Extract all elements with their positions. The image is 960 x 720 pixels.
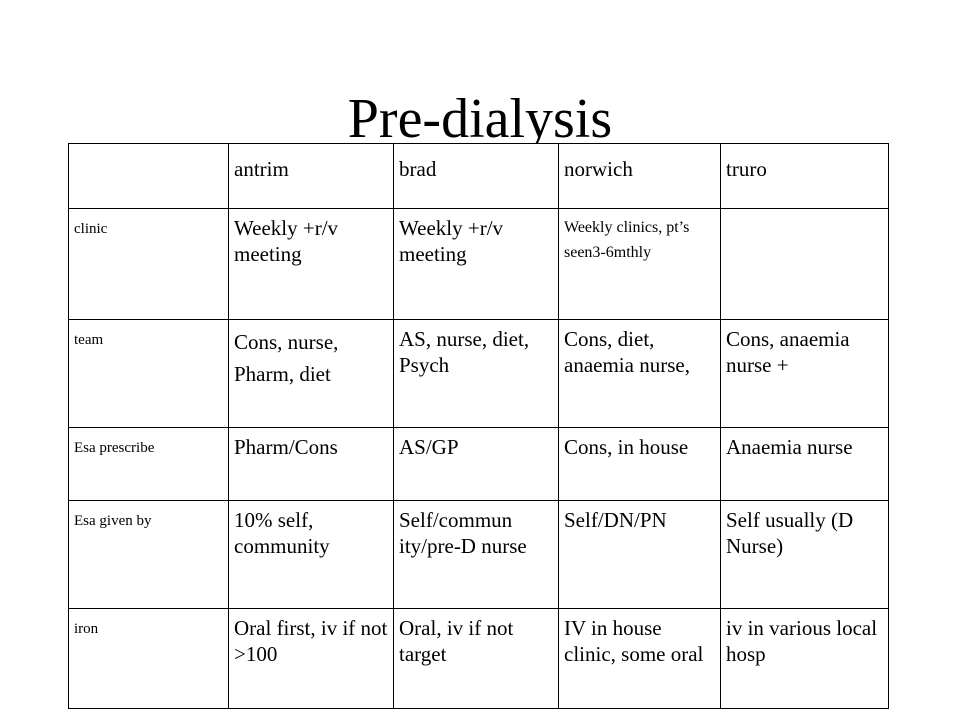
table-cell: IV in house clinic, some oral <box>558 608 721 709</box>
table-cell: Cons, nurse, Pharm, diet <box>228 319 394 428</box>
comparison-table: antrim brad norwich truro clinic Weekly … <box>68 143 889 709</box>
table-cell: Self/DN/PN <box>558 500 721 609</box>
table-cell: Cons, diet, anaemia nurse, <box>558 319 721 428</box>
table-cell: 10% self, community <box>228 500 394 609</box>
header-antrim: antrim <box>228 143 394 209</box>
table-cell: Cons, in house <box>558 427 721 501</box>
slide-title: Pre-dialysis <box>347 88 613 150</box>
row-label-iron: iron <box>68 608 229 709</box>
header-truro: truro <box>720 143 889 209</box>
table-cell: Weekly +r/v meeting <box>393 208 559 320</box>
header-norwich: norwich <box>558 143 721 209</box>
table-header-row: antrim brad norwich truro <box>68 143 889 209</box>
header-corner-cell <box>68 143 229 209</box>
table-cell: Weekly clinics, pt’s seen3-6mthly <box>558 208 721 320</box>
row-label-esa-prescribe: Esa prescribe <box>68 427 229 501</box>
table-row: Esa given by 10% self, community Self/co… <box>68 500 889 609</box>
table-cell: AS/GP <box>393 427 559 501</box>
table-cell: Self usually (D Nurse) <box>720 500 889 609</box>
table-cell: Weekly +r/v meeting <box>228 208 394 320</box>
header-brad: brad <box>393 143 559 209</box>
table-cell: iv in various local hosp <box>720 608 889 709</box>
table-cell: AS, nurse, diet, Psych <box>393 319 559 428</box>
table-row: clinic Weekly +r/v meeting Weekly +r/v m… <box>68 208 889 320</box>
row-label-clinic: clinic <box>68 208 229 320</box>
table-cell: Cons, anaemia nurse + <box>720 319 889 428</box>
table-cell: Self/commun ity/pre-D nurse <box>393 500 559 609</box>
table-cell: Anaemia nurse <box>720 427 889 501</box>
table-row: iron Oral first, iv if not >100 Oral, iv… <box>68 608 889 709</box>
table-cell: Oral, iv if not target <box>393 608 559 709</box>
table-cell <box>720 208 889 320</box>
row-label-esa-given-by: Esa given by <box>68 500 229 609</box>
table-cell: Oral first, iv if not >100 <box>228 608 394 709</box>
table-cell: Pharm/Cons <box>228 427 394 501</box>
table-row: Esa prescribe Pharm/Cons AS/GP Cons, in … <box>68 427 889 501</box>
table-row: team Cons, nurse, Pharm, diet AS, nurse,… <box>68 319 889 428</box>
row-label-team: team <box>68 319 229 428</box>
